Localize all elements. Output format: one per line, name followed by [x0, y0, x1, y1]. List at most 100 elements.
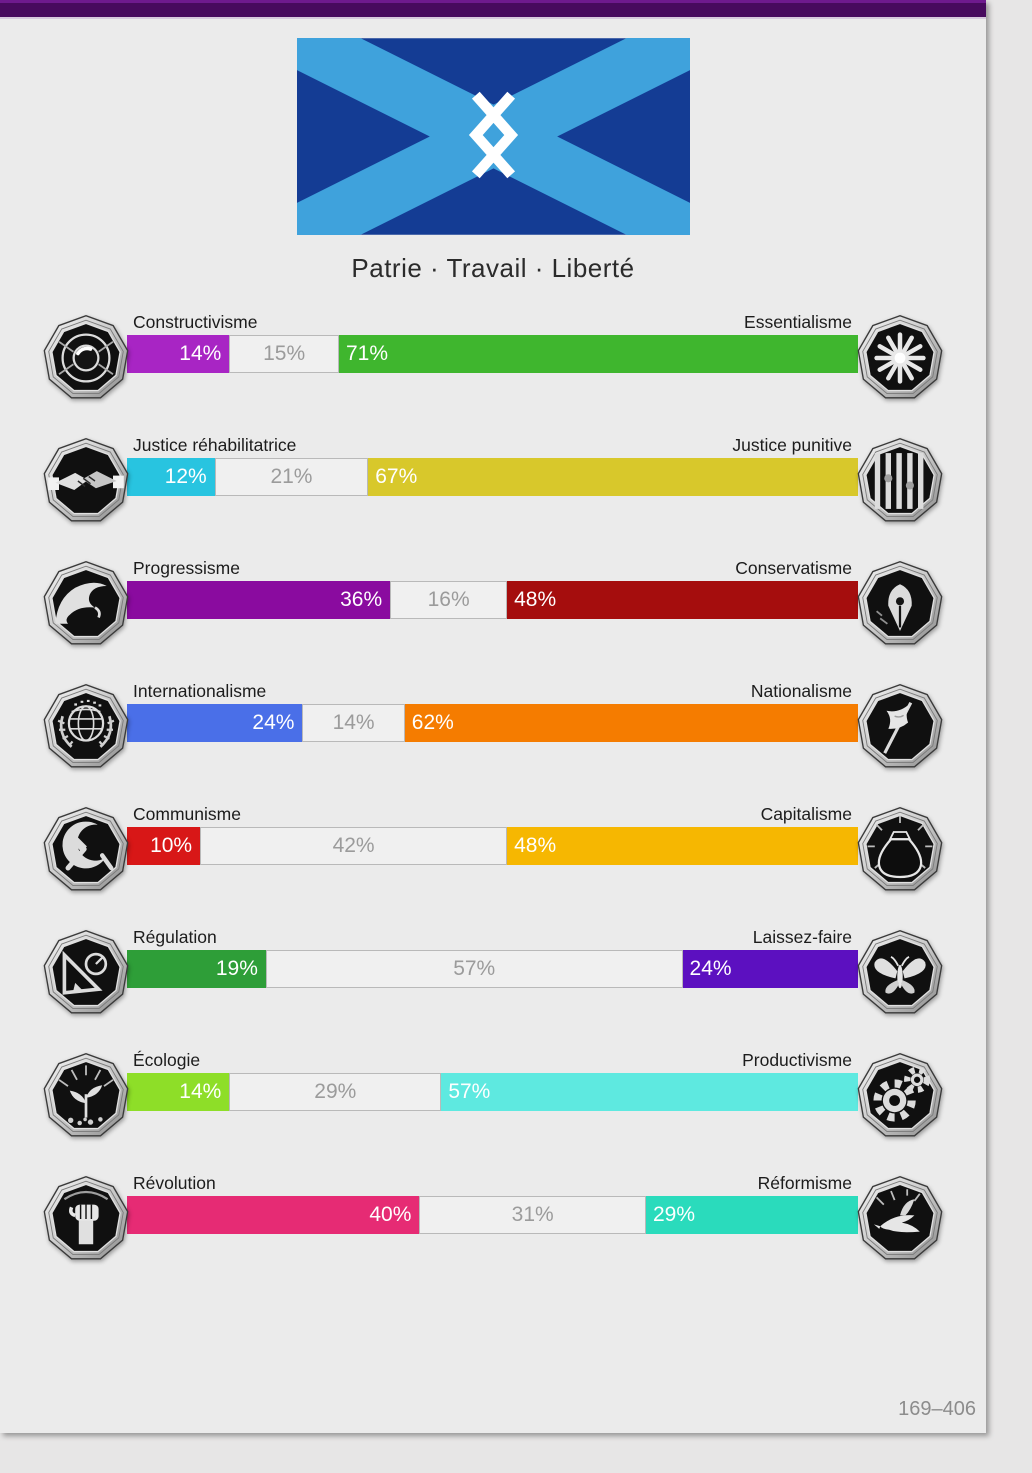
dove-icon	[857, 1175, 943, 1260]
gears-icon	[857, 1052, 943, 1137]
axis-right-badge	[855, 1051, 945, 1141]
axis-right-badge	[855, 313, 945, 403]
axis-left-segment: 14%	[127, 1073, 230, 1111]
axis-row: Justice réhabilitatrice Justice punitive…	[0, 434, 986, 557]
axis-bar: 19% 57% 24%	[127, 950, 858, 988]
axis-row: Progressisme Conservatisme 36% 16% 48%	[0, 557, 986, 680]
axis-left-label: Constructivisme	[133, 312, 258, 332]
axis-neutral-segment: 21%	[214, 458, 369, 496]
axis-right-segment: 57%	[441, 1073, 858, 1111]
axis-right-segment: 62%	[404, 704, 858, 742]
axis-neutral-segment: 15%	[229, 335, 339, 373]
axis-neutral-segment: 16%	[390, 581, 508, 619]
money-bag-icon	[857, 806, 943, 891]
motto-text: Patrie · Travail · Liberté	[351, 253, 635, 283]
axis-left-badge	[41, 313, 131, 403]
axis-left-label: Révolution	[133, 1173, 216, 1193]
axis-left-label: Communisme	[133, 804, 241, 824]
axis-left-badge	[41, 436, 131, 526]
axis-labels: Justice réhabilitatrice Justice punitive	[133, 434, 852, 456]
axis-right-badge	[855, 805, 945, 895]
axis-labels: Progressisme Conservatisme	[133, 557, 852, 579]
hammer-sickle-icon	[43, 806, 129, 891]
wave-icon	[43, 560, 129, 645]
axis-row: Écologie Productivisme 14% 29% 57%	[0, 1049, 986, 1172]
axis-bar: 40% 31% 29%	[127, 1196, 858, 1234]
axis-row: Internationalisme Nationalisme 24% 14% 6…	[0, 680, 986, 803]
axis-right-label: Conservatisme	[735, 558, 852, 578]
plant-icon	[43, 1052, 129, 1137]
axis-right-badge	[855, 1174, 945, 1264]
axis-right-segment: 48%	[507, 827, 858, 865]
prison-bars-icon	[857, 437, 943, 522]
ruler-icon	[43, 929, 129, 1014]
globe-icon	[43, 683, 129, 768]
axis-right-badge	[855, 682, 945, 772]
top-accent-bar	[0, 0, 986, 19]
butterfly-icon	[857, 929, 943, 1014]
axis-left-segment: 12%	[127, 458, 215, 496]
eye-icon	[43, 314, 129, 399]
axis-row: Communisme Capitalisme 10% 42% 48%	[0, 803, 986, 926]
axis-labels: Écologie Productivisme	[133, 1049, 852, 1071]
axis-left-segment: 19%	[127, 950, 266, 988]
axis-labels: Communisme Capitalisme	[133, 803, 852, 825]
axis-left-segment: 40%	[127, 1196, 420, 1234]
flower-icon	[857, 314, 943, 399]
axes-list: Constructivisme Essentialisme 14% 15% 71…	[0, 311, 986, 1295]
axis-right-segment: 48%	[507, 581, 858, 619]
axis-row: Constructivisme Essentialisme 14% 15% 71…	[0, 311, 986, 434]
axis-right-label: Réformisme	[757, 1173, 852, 1193]
axis-neutral-segment: 14%	[302, 704, 405, 742]
axis-right-badge	[855, 928, 945, 1018]
axis-left-badge	[41, 559, 131, 649]
axis-right-label: Essentialisme	[744, 312, 852, 332]
axis-right-label: Laissez-faire	[752, 927, 852, 947]
axis-right-badge	[855, 436, 945, 526]
axis-right-segment: 24%	[682, 950, 858, 988]
flag-icon	[857, 683, 943, 768]
axis-left-badge	[41, 928, 131, 1018]
axis-bar: 14% 29% 57%	[127, 1073, 858, 1111]
axis-right-segment: 29%	[646, 1196, 858, 1234]
axis-bar: 24% 14% 62%	[127, 704, 858, 742]
axis-neutral-segment: 42%	[200, 827, 508, 865]
axis-labels: Constructivisme Essentialisme	[133, 311, 852, 333]
axis-left-label: Progressisme	[133, 558, 240, 578]
axis-left-segment: 10%	[127, 827, 201, 865]
axis-labels: Révolution Réformisme	[133, 1172, 852, 1194]
axis-labels: Internationalisme Nationalisme	[133, 680, 852, 702]
results-card: Patrie · Travail · Liberté Constructivis…	[0, 0, 986, 1420]
axis-left-label: Régulation	[133, 927, 217, 947]
axis-left-segment: 36%	[127, 581, 391, 619]
nation-flag	[296, 38, 690, 235]
axis-row: Régulation Laissez-faire 19% 57% 24%	[0, 926, 986, 1049]
axis-left-label: Justice réhabilitatrice	[133, 435, 297, 455]
axis-right-segment: 71%	[338, 335, 858, 373]
axis-right-label: Justice punitive	[732, 435, 852, 455]
axis-neutral-segment: 29%	[229, 1073, 442, 1111]
axis-right-label: Capitalisme	[760, 804, 852, 824]
axis-left-label: Internationalisme	[133, 681, 267, 701]
axis-left-segment: 24%	[127, 704, 303, 742]
axis-left-badge	[41, 805, 131, 895]
axis-left-badge	[41, 1174, 131, 1264]
axis-right-badge	[855, 559, 945, 649]
axis-bar: 10% 42% 48%	[127, 827, 858, 865]
axis-neutral-segment: 57%	[265, 950, 683, 988]
axis-bar: 14% 15% 71%	[127, 335, 858, 373]
axis-bar: 36% 16% 48%	[127, 581, 858, 619]
handshake-icon	[43, 437, 129, 522]
fist-icon	[43, 1175, 129, 1260]
axis-left-segment: 14%	[127, 335, 230, 373]
axis-right-label: Nationalisme	[750, 681, 852, 701]
pen-nib-icon	[857, 560, 943, 645]
axis-neutral-segment: 31%	[419, 1196, 646, 1234]
axis-left-badge	[41, 1051, 131, 1141]
result-counter: 169–406	[898, 1398, 976, 1420]
axis-bar: 12% 21% 67%	[127, 458, 858, 496]
axis-right-segment: 67%	[368, 458, 858, 496]
axis-labels: Régulation Laissez-faire	[133, 926, 852, 948]
flag-saltire	[296, 38, 690, 235]
axis-left-badge	[41, 682, 131, 772]
